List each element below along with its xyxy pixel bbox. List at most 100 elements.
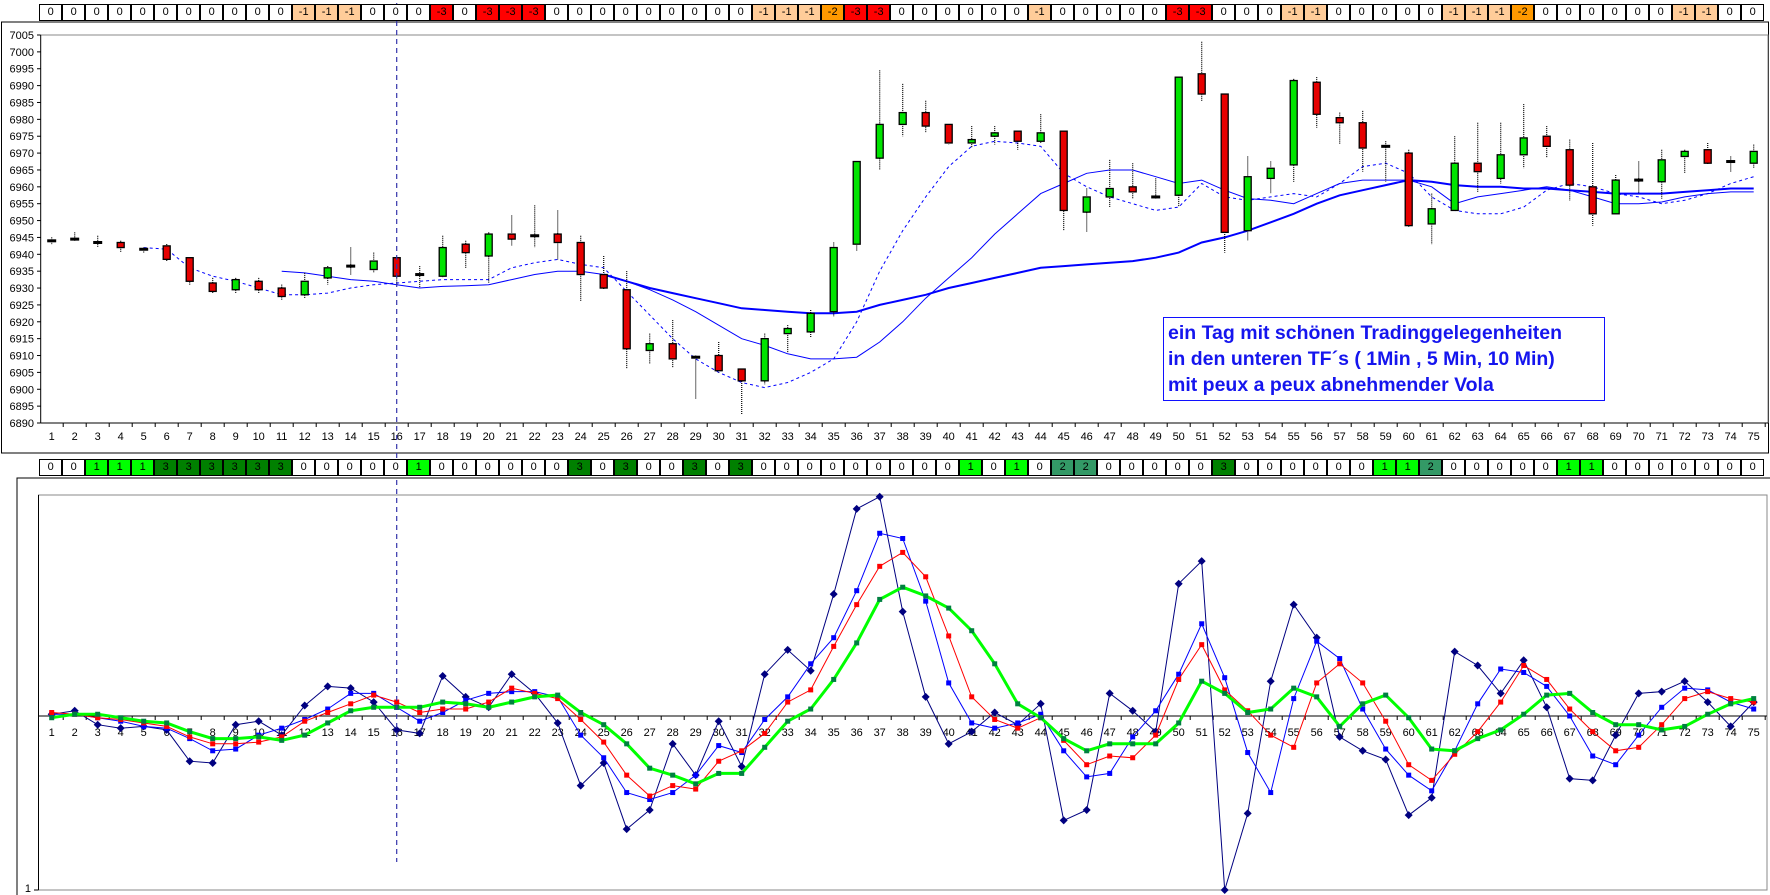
signal-cell: 0	[1534, 459, 1558, 476]
y-tick-label: 6910	[10, 351, 34, 363]
signal-cell: 0	[85, 4, 109, 21]
x-tick-label: 42	[989, 727, 1001, 739]
signal-cell: 0	[1649, 4, 1673, 21]
series-marker-square	[1268, 706, 1274, 712]
candle-doji	[1634, 178, 1644, 182]
series-marker-square	[72, 711, 78, 717]
candle-bear	[254, 280, 263, 291]
signal-cell: 0	[1005, 4, 1029, 21]
oscillator-chart: 1123456789101112131415161718192021222324…	[16, 477, 1770, 895]
y-tick-label: 6945	[10, 232, 34, 244]
x-tick-label: 6	[164, 431, 170, 443]
x-tick-label: 46	[1081, 727, 1093, 739]
series-marker-square	[1222, 675, 1228, 681]
signal-cell: -1	[752, 4, 776, 21]
series-marker-square	[1383, 746, 1389, 752]
series-marker-square	[1429, 777, 1435, 783]
signal-cell: 0	[1718, 4, 1742, 21]
series-marker-diamond	[1036, 699, 1045, 708]
series-marker-diamond	[1289, 600, 1298, 609]
series-marker-square	[1084, 774, 1090, 780]
candle-bull	[645, 343, 654, 352]
series-marker-diamond	[1174, 579, 1183, 588]
signal-cell: -3	[867, 4, 891, 21]
x-tick-label: 41	[966, 431, 978, 443]
series-marker-square	[1498, 666, 1504, 672]
x-tick-label: 43	[1012, 727, 1024, 739]
series-marker-diamond	[645, 805, 654, 814]
candle-doji	[93, 240, 103, 244]
series-marker-square	[302, 732, 308, 738]
series-marker-square	[1728, 701, 1734, 707]
candle-bear	[622, 289, 631, 350]
candle-bear	[1220, 93, 1229, 234]
candle-bear	[1312, 81, 1321, 115]
candle-bull	[829, 246, 838, 313]
x-tick-label: 70	[1633, 431, 1645, 443]
signal-cell: 0	[522, 459, 546, 476]
series-marker-diamond	[1105, 689, 1114, 698]
series-marker-diamond	[783, 645, 792, 654]
signal-cell: 0	[706, 4, 730, 21]
series-marker-square	[325, 706, 331, 712]
candle-bear	[553, 233, 562, 244]
series-marker-diamond	[1082, 805, 1091, 814]
signal-cell: 0	[936, 4, 960, 21]
series-marker-diamond	[1335, 732, 1344, 741]
series-marker-square	[716, 743, 722, 749]
series-marker-square	[1245, 710, 1251, 716]
signal-cell: 0	[1166, 459, 1190, 476]
x-tick-label: 20	[483, 431, 495, 443]
signal-cell: 0	[1419, 4, 1443, 21]
series-marker-square	[233, 741, 239, 747]
candle-bull	[852, 160, 861, 245]
series-marker-square	[1475, 736, 1481, 742]
series-marker-square	[601, 755, 607, 761]
series-marker-square	[440, 699, 446, 705]
x-tick-label: 65	[1518, 727, 1530, 739]
signal-cell: 0	[752, 459, 776, 476]
signal-cell: 0	[1120, 459, 1144, 476]
signal-cell: 3	[269, 459, 293, 476]
series-marker-square	[1521, 711, 1527, 717]
series-marker-diamond	[1427, 793, 1436, 802]
series-marker-square	[1222, 690, 1228, 696]
x-tick-label: 29	[690, 727, 702, 739]
annotation-box: ein Tag mit schönen Tradinggelegenheiten…	[1163, 317, 1605, 401]
series-marker-square	[1314, 638, 1320, 644]
series-marker-square	[1084, 762, 1090, 768]
candle-doji	[530, 234, 540, 238]
candle-bear	[1197, 73, 1206, 95]
series-marker-square	[946, 633, 952, 639]
signal-cell: 1	[1396, 459, 1420, 476]
x-tick-label: 35	[828, 431, 840, 443]
x-tick-label: 18	[437, 431, 449, 443]
series-marker-diamond	[1703, 698, 1712, 707]
x-tick-label: 60	[1403, 431, 1415, 443]
signal-cell: 0	[1741, 459, 1765, 476]
x-tick-label: 58	[1357, 431, 1369, 443]
x-tick-label: 71	[1656, 431, 1668, 443]
signal-cell: -3	[499, 4, 523, 21]
signal-cell: -1	[1304, 4, 1328, 21]
series-marker-square	[670, 783, 676, 789]
signal-cell: 3	[1212, 459, 1236, 476]
signal-cell: 0	[154, 4, 178, 21]
series-marker-square	[1475, 701, 1481, 707]
signal-cell: 0	[361, 459, 385, 476]
x-tick-label: 57	[1334, 431, 1346, 443]
x-tick-label: 73	[1702, 431, 1714, 443]
series-marker-square	[693, 772, 699, 778]
x-tick-label: 59	[1380, 727, 1392, 739]
signal-cell: 0	[1557, 4, 1581, 21]
signal-cell: 0	[591, 459, 615, 476]
signal-cell: 0	[821, 459, 845, 476]
candle-bear	[1013, 130, 1022, 142]
moving-average-dashed	[143, 140, 1754, 389]
series-marker-square	[348, 701, 354, 707]
series-marker-diamond	[185, 757, 194, 766]
series-marker-square	[486, 704, 492, 710]
series-marker-square	[1567, 690, 1573, 696]
x-tick-label: 28	[667, 431, 679, 443]
